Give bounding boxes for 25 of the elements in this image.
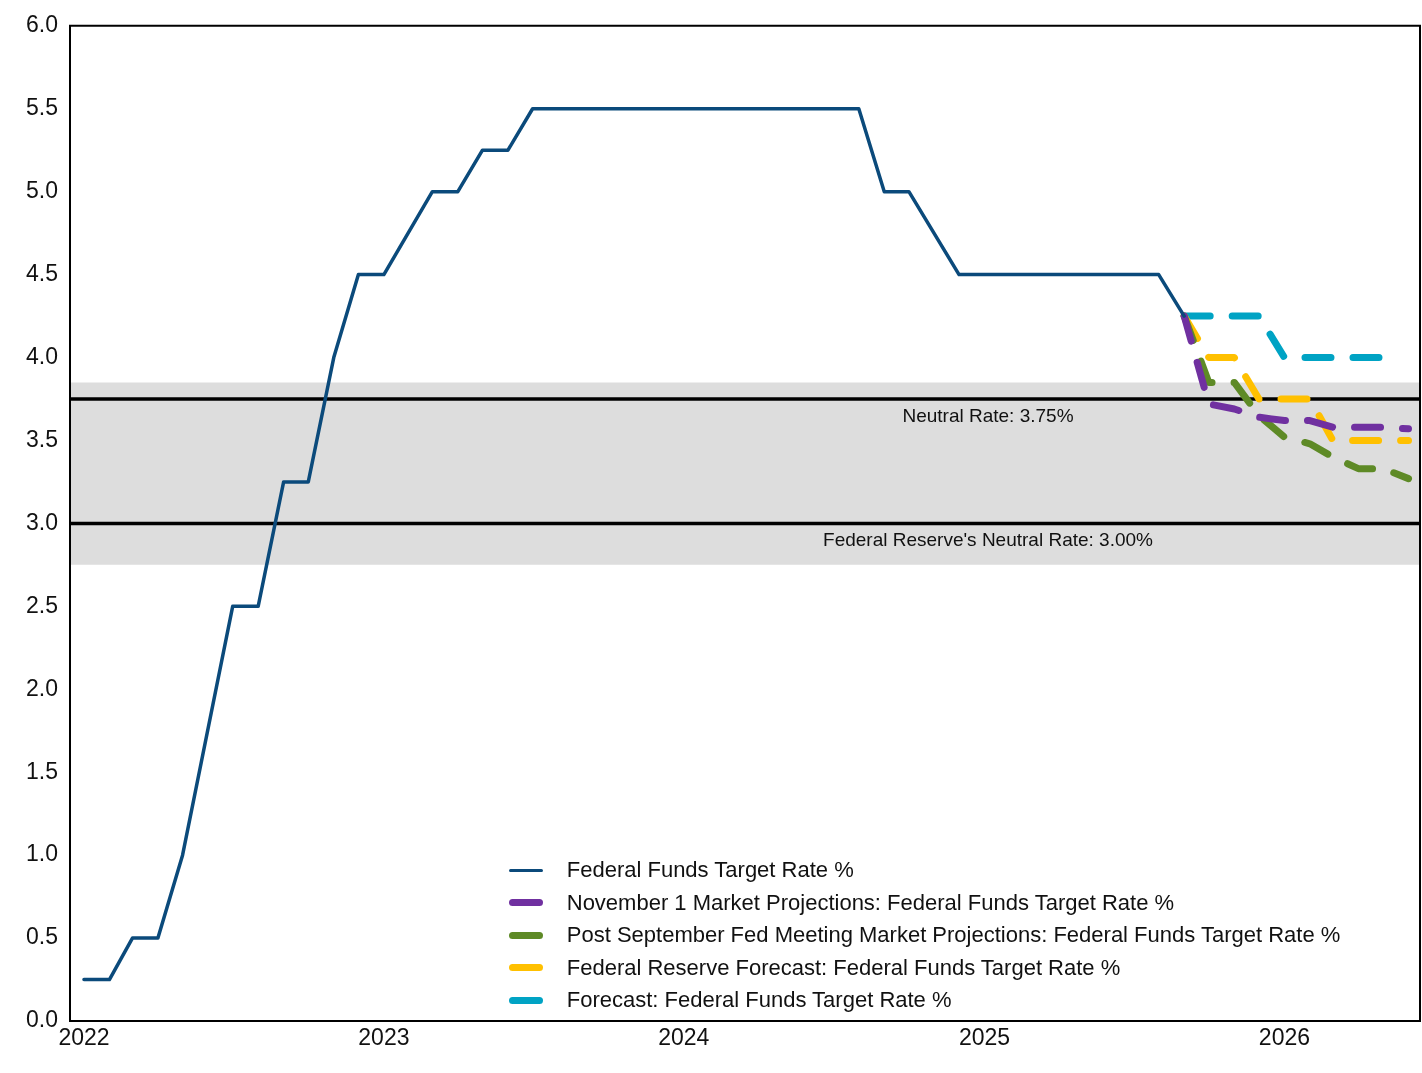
- x-tick-label: 2025: [958, 1024, 1011, 1051]
- y-tick-label: 2.5: [26, 591, 58, 618]
- y-tick-label: 4.5: [26, 259, 58, 286]
- y-tick-label: 6.0: [26, 11, 58, 38]
- y-tick-label: 2.0: [26, 674, 58, 701]
- legend-label: Forecast: Federal Funds Target Rate %: [566, 986, 952, 1014]
- ref-line-label: Neutral Rate: 3.75%: [902, 404, 1074, 426]
- ref-line-label: Federal Reserve's Neutral Rate: 3.00%: [823, 529, 1154, 551]
- y-tick-label: 5.5: [26, 94, 58, 121]
- legend-label: November 1 Market Projections: Federal Funds Target Rate %: [566, 888, 1175, 917]
- y-tick-label: 0.0: [26, 1006, 58, 1033]
- y-tick-label: 4.0: [26, 342, 58, 369]
- y-tick-label: 0.5: [26, 923, 58, 950]
- y-tick-label: 3.0: [26, 508, 58, 535]
- legend-label: Federal Reserve Forecast: Federal Funds Target Rate %: [566, 953, 1121, 982]
- x-tick-label: 2024: [658, 1024, 710, 1051]
- y-tick-label: 1.5: [26, 757, 58, 784]
- x-tick-label: 2026: [1258, 1024, 1311, 1051]
- x-tick-label: 2023: [358, 1024, 410, 1051]
- x-tick-label: 2022: [58, 1024, 110, 1051]
- legend-label: Post September Fed Meeting Market Projections: Federal Funds Target Rate %: [566, 921, 1341, 949]
- y-tick-label: 5.0: [26, 177, 58, 204]
- y-tick-label: 1.0: [26, 840, 58, 867]
- legend-label: Federal Funds Target Rate %: [566, 856, 854, 884]
- y-tick-label: 3.5: [26, 425, 58, 452]
